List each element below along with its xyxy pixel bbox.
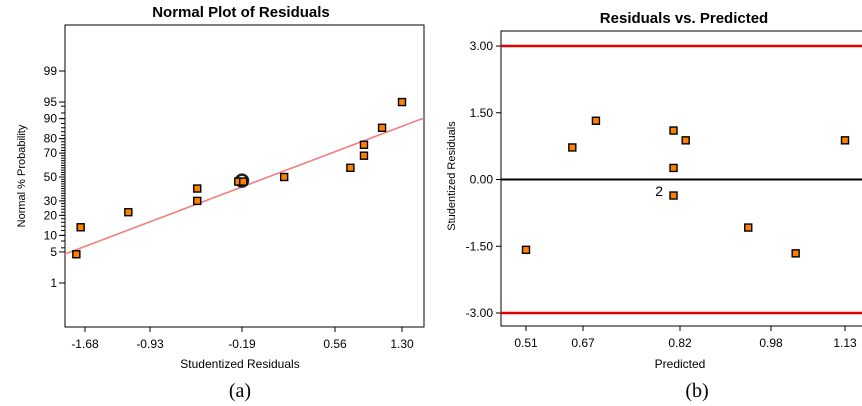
panel-b: Residuals vs. Predicted -3.00 -1.50 0.00 1.… — [446, 10, 862, 402]
chart-b-point — [669, 126, 678, 135]
chart-b-point — [681, 136, 690, 145]
chart-a-point — [72, 250, 81, 259]
chart-a-y-tick-label: 99 — [44, 64, 58, 78]
chart-a-x-tick-label: 0.56 — [323, 337, 347, 351]
chart-b-y-tick-label: -3.00 — [466, 306, 494, 320]
chart-a-point — [193, 184, 202, 193]
chart-a-y-tick-label: 95 — [44, 95, 58, 109]
chart-a-y-tick-label: 50 — [44, 170, 58, 184]
chart-a-y-tick-label: 10 — [44, 228, 58, 242]
chart-b-point — [744, 223, 753, 232]
chart-b-y-tick-label: 0.00 — [470, 173, 494, 187]
chart-b-ylabel: Studentized Residuals — [446, 121, 458, 231]
chart-a-ylabel: Normal % Probability — [16, 124, 28, 227]
chart-a-y-tick-label: 1 — [50, 276, 57, 290]
chart-b-point — [568, 143, 577, 152]
chart-b-y-tick-label: 1.50 — [470, 106, 494, 120]
chart-b-annotation: 2 — [655, 183, 663, 199]
chart-b-point — [669, 191, 678, 200]
chart-a-title: Normal Plot of Residuals — [152, 4, 330, 21]
chart-b-x-tick-label: 0.82 — [668, 336, 692, 350]
chart-a-frame — [64, 24, 425, 328]
chart-a-point — [359, 151, 369, 160]
chart-b-x-tick-label: 0.98 — [759, 336, 783, 350]
chart-b-caption: (b) — [685, 380, 708, 402]
chart-b-xlabel: Predicted — [655, 357, 706, 371]
chart-a-y-tick-label: 20 — [44, 208, 58, 222]
chart-a-point — [239, 177, 248, 186]
chart-a-x-tick-label: -1.68 — [71, 337, 99, 351]
chart-b-x-tick-label: 1.13 — [833, 336, 857, 350]
chart-b-title: Residuals vs. Predicted — [600, 10, 768, 27]
chart-a-x-tick-label: 1.30 — [390, 337, 414, 351]
chart-a-point — [124, 207, 133, 217]
chart-b-x-tick-label: 0.67 — [571, 336, 595, 350]
chart-b-point — [840, 136, 850, 145]
chart-b-x-tick-label: 0.51 — [514, 336, 538, 350]
chart-a-y-tick-label: 5 — [50, 245, 57, 259]
chart-a-x-tick-label: -0.19 — [228, 337, 256, 351]
chart-a-caption: (a) — [229, 380, 251, 402]
chart-a-point — [279, 172, 289, 182]
chart-b-point — [591, 116, 601, 125]
chart-a-y-tick-label: 70 — [44, 146, 58, 160]
chart-a-point — [76, 223, 85, 232]
chart-b-y-tick-label: -1.50 — [466, 239, 494, 253]
chart-b-y-tick-label: 3.00 — [470, 39, 494, 53]
chart-a-point — [346, 163, 355, 173]
chart-a-x-tick-label: -0.93 — [136, 337, 164, 351]
chart-b-marks: -3.00 -1.50 0.00 1.50 3.00 0.51 0.67 0.82 0.98 1.… — [466, 39, 862, 350]
chart-a-point — [359, 140, 369, 150]
chart-b-point — [791, 249, 800, 258]
chart-a-y-tick-label: 30 — [44, 194, 58, 208]
chart-a-point — [377, 123, 387, 132]
chart-b-point — [669, 163, 678, 173]
chart-a-y-tick-label: 80 — [44, 132, 58, 146]
chart-b-point — [521, 245, 531, 255]
chart-a-y-tick-label: 90 — [44, 112, 58, 126]
chart-a-point — [193, 196, 202, 206]
chart-a-xlabel: Studentized Residuals — [180, 357, 299, 371]
chart-a-point — [397, 97, 407, 107]
